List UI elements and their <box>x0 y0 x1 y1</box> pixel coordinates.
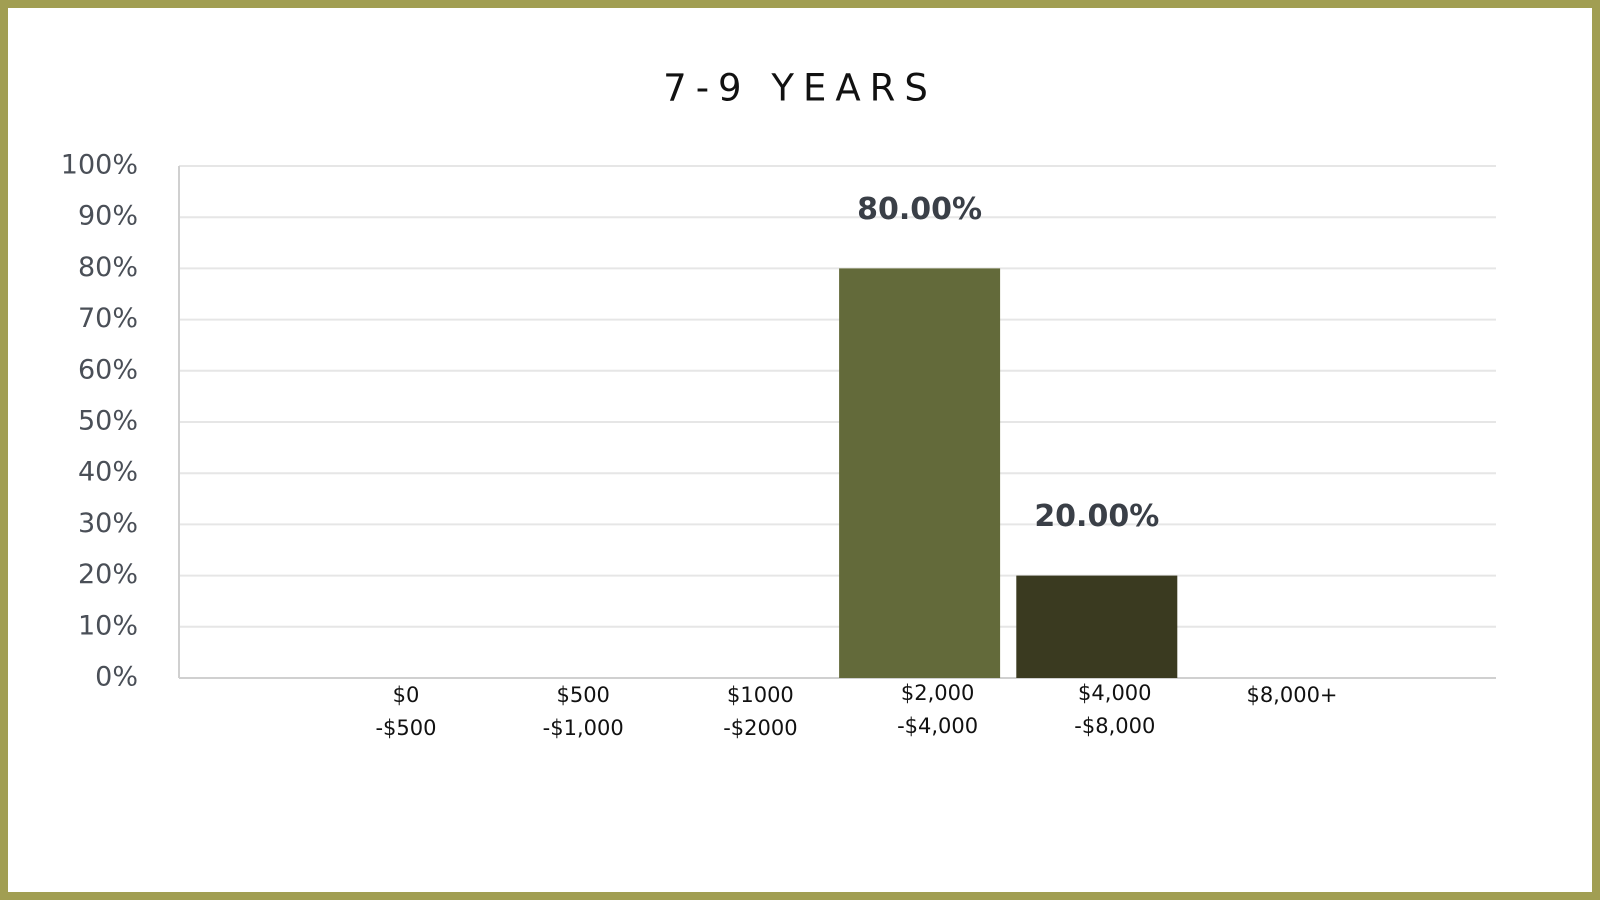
y-tick-label: 70% <box>78 303 138 334</box>
x-tick-label: -$2000 <box>723 716 797 740</box>
value-label: 80.00% <box>857 192 982 227</box>
x-tick-label: $8,000+ <box>1246 683 1337 707</box>
y-tick-label: 100% <box>61 150 138 181</box>
chart-title: 7-9 YEARS <box>663 67 937 110</box>
y-tick-label: 30% <box>78 508 138 539</box>
x-tick-label: $2,000 <box>901 681 974 705</box>
x-tick-label: -$500 <box>375 716 436 740</box>
y-tick-label: 50% <box>78 406 138 437</box>
x-tick-label: -$1,000 <box>543 716 624 740</box>
x-tick-label: $1000 <box>727 683 794 707</box>
y-tick-label: 40% <box>78 457 138 488</box>
y-tick-label: 20% <box>78 559 138 590</box>
y-tick-label: 80% <box>78 252 138 283</box>
x-tick-label: $4,000 <box>1078 681 1151 705</box>
y-tick-label: 90% <box>78 201 138 232</box>
x-tick-label: $500 <box>556 683 609 707</box>
x-tick-label: -$4,000 <box>897 714 978 738</box>
y-tick-label: 10% <box>78 610 138 641</box>
x-tick-label: $0 <box>393 683 420 707</box>
y-tick-label: 60% <box>78 354 138 385</box>
bar <box>839 268 1001 678</box>
bar <box>1016 575 1178 678</box>
y-tick-label: 0% <box>95 662 138 693</box>
value-label: 20.00% <box>1034 499 1159 534</box>
x-tick-label: -$8,000 <box>1074 714 1155 738</box>
